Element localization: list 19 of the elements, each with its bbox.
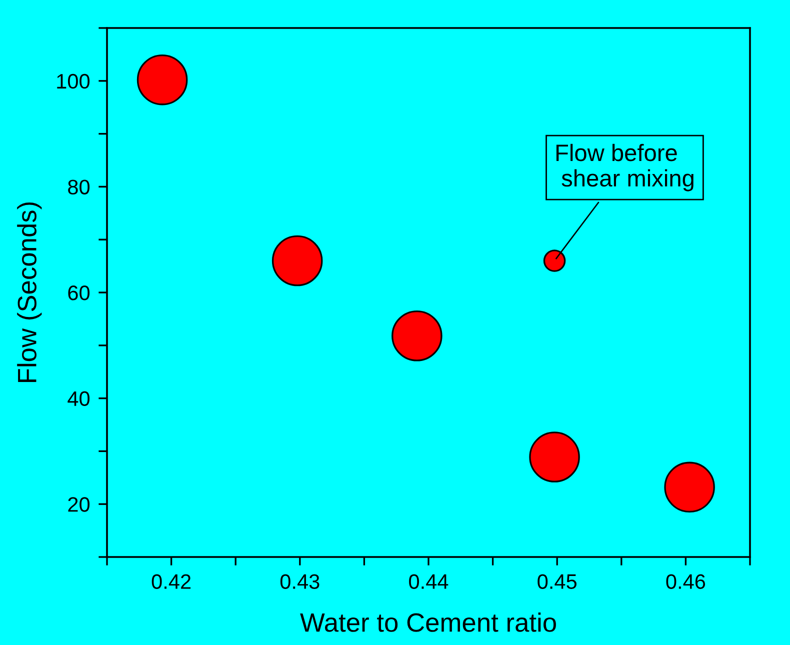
x-axis-title: Water to Cement ratio (300, 612, 556, 632)
y-tick-label: 60 (68, 286, 90, 300)
y-axis-title: Flow (Seconds) (17, 202, 42, 382)
point (136, 54, 188, 106)
y-tick-label: 40 (68, 391, 90, 406)
point (529, 432, 580, 482)
point (392, 310, 442, 362)
x-tick-label: 0.44 (409, 574, 448, 589)
x-tick-label: 0.45 (538, 574, 576, 589)
y-tick-label: 80 (68, 180, 90, 194)
y-tick-label: 100 (57, 74, 90, 89)
annotation: Flow before shear mixing (556, 144, 694, 192)
x-tick-label: 0.42 (152, 574, 191, 589)
point (272, 235, 323, 286)
x-tick-label: 0.43 (280, 574, 320, 589)
point (664, 462, 715, 513)
point (543, 250, 566, 272)
y-tick-label: 20 (68, 497, 90, 512)
x-tick-label: 0.46 (666, 574, 706, 589)
